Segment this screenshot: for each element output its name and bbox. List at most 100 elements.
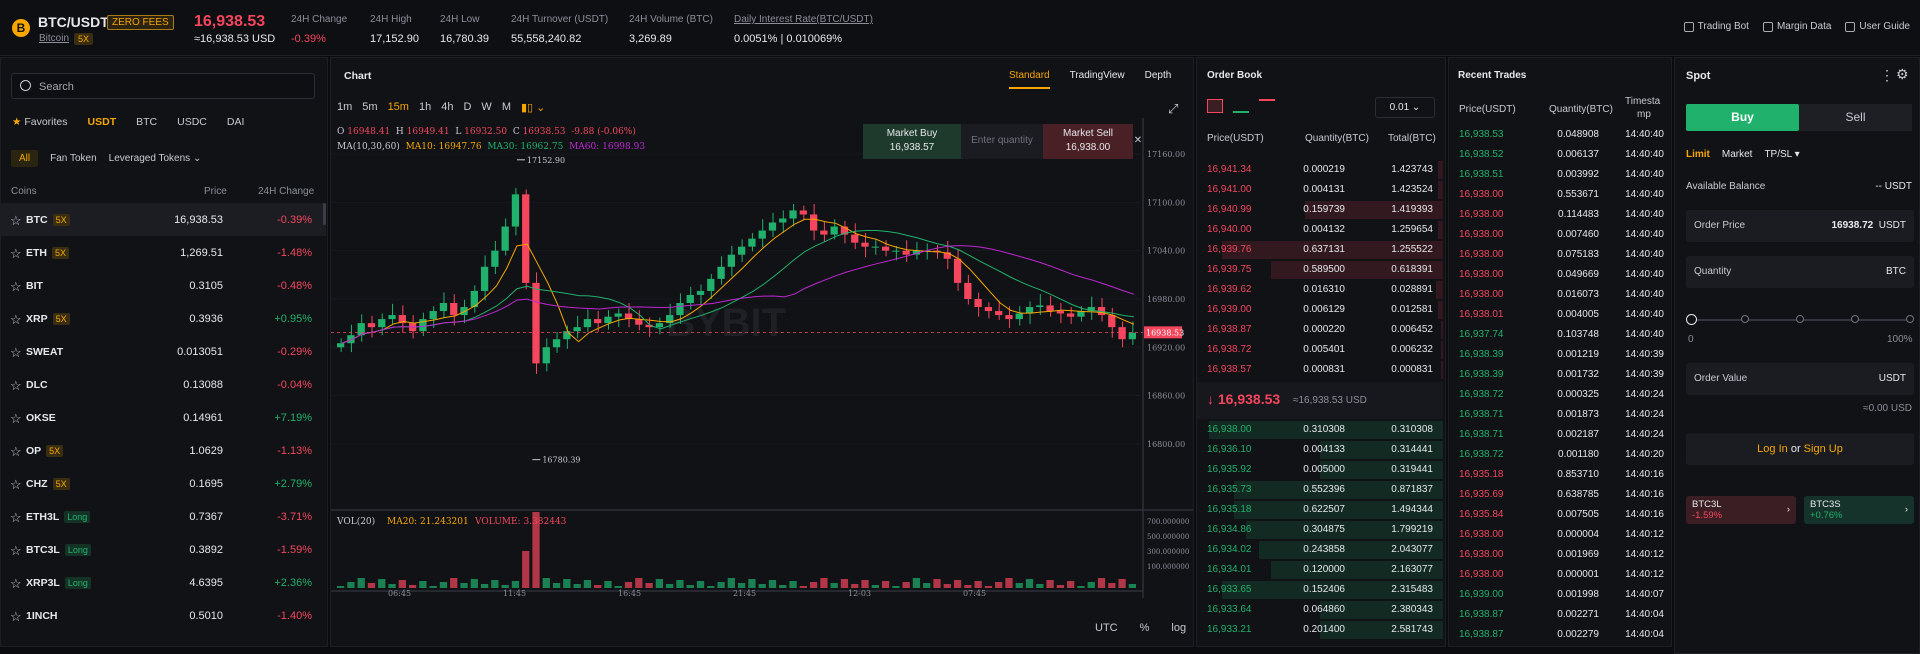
bids-only-icon[interactable] <box>1233 99 1249 113</box>
tf-5m[interactable]: 5m <box>362 101 378 113</box>
ask-row[interactable]: 16,939.76 0.637131 1.255522 <box>1197 240 1443 260</box>
asks-only-icon[interactable] <box>1259 99 1275 113</box>
buy-tab[interactable]: Buy <box>1686 104 1799 131</box>
search-input[interactable]: Search <box>11 73 315 99</box>
order-price-field[interactable]: Order Price 16938.72 USDT <box>1686 210 1914 242</box>
tab-tpsl[interactable]: TP/SL ▾ <box>1764 149 1800 160</box>
bid-row[interactable]: 16,934.86 0.304875 1.799219 <box>1197 520 1443 540</box>
tab-standard[interactable]: Standard <box>1009 70 1050 89</box>
market-row[interactable]: ☆ DLC 0.13088 -0.04% <box>0 368 326 401</box>
tf-1m[interactable]: 1m <box>337 101 353 113</box>
slider-mark-100[interactable] <box>1906 315 1914 323</box>
subtab-leveraged-tokens[interactable]: Leveraged Tokens ⌄ <box>109 153 202 164</box>
bid-row[interactable]: 16,935.73 0.552396 0.871837 <box>1197 480 1443 500</box>
bid-row[interactable]: 16,935.92 0.005000 0.319441 <box>1197 460 1443 480</box>
user-guide-link[interactable]: User Guide <box>1845 21 1910 32</box>
ask-row[interactable]: 16,940.00 0.004132 1.259654 <box>1197 220 1443 240</box>
star-outline-icon[interactable]: ☆ <box>10 510 22 525</box>
scrollbar[interactable] <box>323 203 326 225</box>
star-outline-icon[interactable]: ☆ <box>10 543 22 558</box>
quantity-field[interactable]: Quantity BTC <box>1686 256 1914 288</box>
star-outline-icon[interactable]: ☆ <box>10 576 22 591</box>
bid-row[interactable]: 16,936.10 0.004133 0.314441 <box>1197 440 1443 460</box>
market-sell-button[interactable]: Market Sell 16,938.00 <box>1043 124 1133 159</box>
market-buy-button[interactable]: Market Buy 16,938.57 <box>863 124 961 159</box>
star-outline-icon[interactable]: ☆ <box>10 411 22 426</box>
stat-5[interactable]: Daily Interest Rate(BTC/USDT) 0.0051% | 0… <box>734 14 873 45</box>
tf-d[interactable]: D <box>463 101 472 113</box>
quantity-slider[interactable] <box>1686 314 1914 325</box>
bid-row[interactable]: 16,933.65 0.152406 2.315483 <box>1197 580 1443 600</box>
bid-row[interactable]: 16,935.18 0.622507 1.494344 <box>1197 500 1443 520</box>
col-change[interactable]: 24H Change <box>258 186 315 197</box>
subtab-all[interactable]: All <box>11 150 39 167</box>
market-row[interactable]: ☆ BTC3L Long 0.3892 -1.59% <box>0 533 326 566</box>
market-row[interactable]: ☆ OP 5X 1.0629 -1.13% <box>0 434 326 467</box>
tab-dai[interactable]: DAI <box>226 116 245 128</box>
tab-depth[interactable]: Depth <box>1144 70 1172 81</box>
tab-limit[interactable]: Limit <box>1686 149 1710 160</box>
ask-row[interactable]: 16,940.99 0.159739 1.419393 <box>1197 200 1443 220</box>
star-outline-icon[interactable]: ☆ <box>10 477 22 492</box>
star-outline-icon[interactable]: ☆ <box>10 378 22 393</box>
market-row[interactable]: ☆ ETH 5X 1,269.51 -1.48% <box>0 236 326 269</box>
margin-data-link[interactable]: Margin Data <box>1762 21 1831 32</box>
market-row[interactable]: ☆ XRP3L Long 4.6395 +2.36% <box>0 566 326 599</box>
col-coins[interactable]: Coins <box>11 186 37 197</box>
star-outline-icon[interactable]: ☆ <box>10 444 22 459</box>
fullscreen-icon[interactable]: ⤢ <box>1168 101 1179 116</box>
star-outline-icon[interactable]: ☆ <box>10 609 22 624</box>
market-row[interactable]: ☆ XRP 5X 0.3936 +0.95% <box>0 302 326 335</box>
market-row[interactable]: ☆ CHZ 5X 0.1695 +2.79% <box>0 467 326 500</box>
ask-row[interactable]: 16,941.00 0.004131 1.423524 <box>1197 180 1443 200</box>
percent-button[interactable]: % <box>1139 622 1150 634</box>
ask-row[interactable]: 16,938.72 0.005401 0.006232 <box>1197 340 1443 360</box>
signup-link[interactable]: Sign Up <box>1803 443 1843 455</box>
sell-tab[interactable]: Sell <box>1799 104 1912 131</box>
both-sides-icon[interactable] <box>1207 99 1223 113</box>
bid-row[interactable]: 16,934.02 0.243858 2.043077 <box>1197 540 1443 560</box>
star-outline-icon[interactable]: ☆ <box>10 213 22 228</box>
ask-row[interactable]: 16,939.62 0.016310 0.028891 <box>1197 280 1443 300</box>
ask-row[interactable]: 16,938.57 0.000831 0.000831 <box>1197 360 1443 380</box>
market-row[interactable]: ☆ BTC 5X 16,938.53 -0.39% <box>0 203 326 236</box>
price-chart[interactable]: 17160.00 17100.00 17040.00 16980.00 16920.00… <box>331 118 1193 598</box>
ask-row[interactable]: 16,939.00 0.006129 0.012581 <box>1197 300 1443 320</box>
ask-row[interactable]: 16,938.87 0.000220 0.006452 <box>1197 320 1443 340</box>
bid-row[interactable]: 16,933.64 0.064860 2.380343 <box>1197 600 1443 620</box>
star-outline-icon[interactable]: ☆ <box>10 246 22 261</box>
tab-usdt[interactable]: USDT <box>87 116 117 128</box>
utc-button[interactable]: UTC <box>1095 622 1118 634</box>
underlying-link[interactable]: Bitcoin <box>39 33 70 44</box>
market-row[interactable]: ☆ BIT 0.3105 -0.48% <box>0 269 326 302</box>
bid-row[interactable]: 16,933.21 0.201400 2.581743 <box>1197 620 1443 640</box>
tf-1h[interactable]: 1h <box>418 101 432 113</box>
slider-mark-75[interactable] <box>1851 315 1859 323</box>
slider-mark-25[interactable] <box>1741 315 1749 323</box>
market-row[interactable]: ☆ 1INCH 0.5010 -1.40% <box>0 599 326 632</box>
subtab-fan-token[interactable]: Fan Token <box>50 153 97 164</box>
more-icon[interactable]: ⋮ <box>1880 67 1894 83</box>
ask-row[interactable]: 16,941.34 0.000219 1.423743 <box>1197 160 1443 180</box>
order-value-field[interactable]: Order Value USDT <box>1686 363 1914 395</box>
tab-market[interactable]: Market <box>1721 149 1753 160</box>
ask-row[interactable]: 16,939.75 0.589500 0.618391 <box>1197 260 1443 280</box>
tf-15m[interactable]: 15m <box>387 101 409 113</box>
market-row[interactable]: ☆ ETH3L Long 0.7367 -3.71% <box>0 500 326 533</box>
precision-select[interactable]: 0.01 ⌄ <box>1375 97 1435 118</box>
btc3s-card[interactable]: BTC3S +0.76% › <box>1804 496 1914 524</box>
star-outline-icon[interactable]: ☆ <box>10 279 22 294</box>
tf-w[interactable]: W <box>481 101 492 113</box>
trading-bot-link[interactable]: Trading Bot <box>1683 21 1749 32</box>
slider-handle[interactable] <box>1686 314 1697 325</box>
close-icon[interactable]: ✕ <box>1133 135 1143 146</box>
tf-m[interactable]: M <box>501 101 511 113</box>
login-link[interactable]: Log In <box>1757 443 1788 455</box>
market-row[interactable]: ☆ SWEAT 0.013051 -0.29% <box>0 335 326 368</box>
quantity-input[interactable]: Enter quantity <box>961 124 1043 159</box>
candle-type-icon[interactable]: ▮▯ ⌄ <box>520 102 546 114</box>
gear-icon[interactable]: ⚙ <box>1896 66 1909 82</box>
tab-usdc[interactable]: USDC <box>177 116 207 128</box>
market-row[interactable]: ☆ OKSE 0.14961 +7.19% <box>0 401 326 434</box>
pair-selector[interactable]: BTC/USDT <box>38 14 109 30</box>
